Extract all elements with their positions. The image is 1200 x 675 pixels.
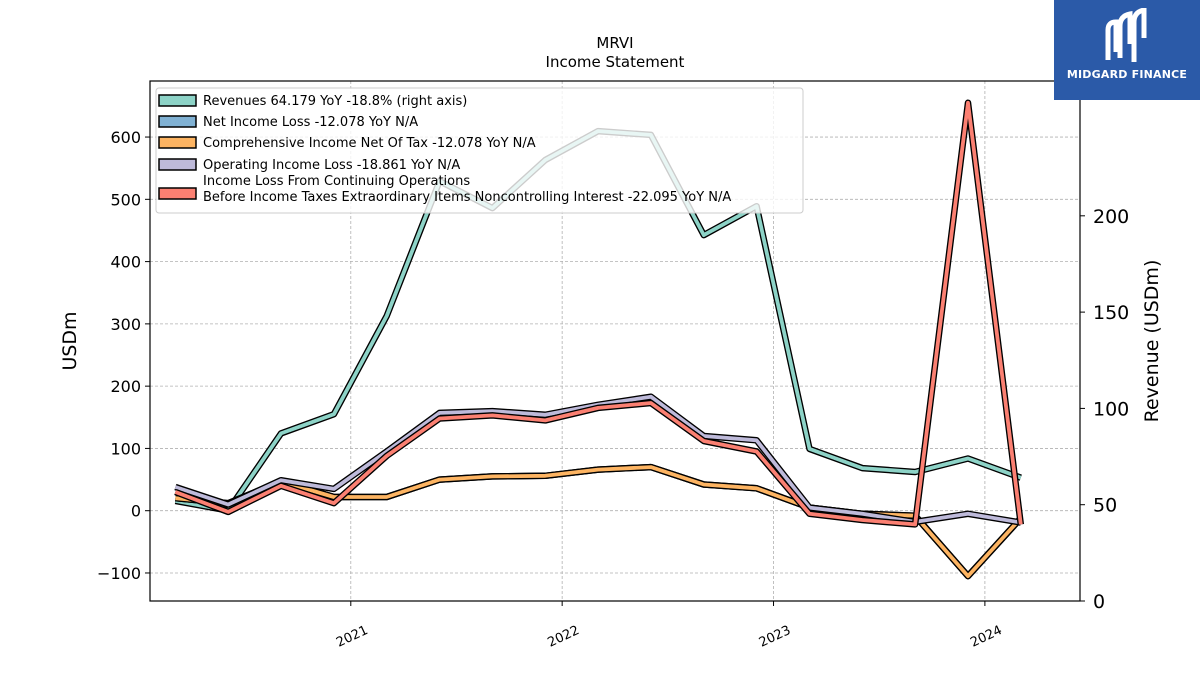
- brand-name: MIDGARD FINANCE: [1066, 68, 1188, 81]
- midgard-logo-icon: [1105, 8, 1147, 62]
- series-line: [174, 100, 1023, 527]
- chart-title: MRVI: [596, 34, 633, 52]
- legend-swatch: [158, 136, 197, 149]
- legend-label: Before Income Taxes Extraordinary Items …: [203, 190, 731, 205]
- legend-label: Net Income Loss -12.078 YoY N/A: [203, 115, 418, 130]
- y-axis-right-label: Revenue (USDm): [1141, 260, 1163, 423]
- brand-logo: MIDGARD FINANCE: [1054, 0, 1200, 100]
- chart-subtitle: Income Statement: [546, 53, 685, 71]
- series-outline: [174, 393, 1022, 526]
- x-tick-label: 2021: [334, 623, 370, 651]
- y-tick-label: 500: [110, 190, 141, 209]
- y-tick-label: 200: [110, 377, 141, 396]
- x-tick-label: 2023: [757, 623, 793, 651]
- plot-frame: [149, 80, 1081, 602]
- legend-swatch: [158, 187, 197, 200]
- legend: Revenues 64.179 YoY -18.8% (right axis) N…: [155, 87, 804, 214]
- y-tick-label: 400: [110, 253, 141, 272]
- legend-swatch: [158, 158, 197, 171]
- y-tick-label: 600: [110, 128, 141, 147]
- legend-label: Comprehensive Income Net Of Tax -12.078 …: [203, 136, 536, 151]
- legend-label: Income Loss From Continuing Operations: [203, 174, 470, 189]
- legend-label: Revenues 64.179 YoY -18.8% (right axis): [203, 94, 467, 109]
- y-right-tick-label: 0: [1093, 591, 1105, 613]
- y-right-tick-label: 150: [1093, 302, 1129, 324]
- y-tick-label: 300: [110, 315, 141, 334]
- y-right-tick-label: 200: [1093, 206, 1129, 228]
- y-right-tick-label: 100: [1093, 398, 1129, 420]
- y-tick-label: 0: [131, 502, 141, 521]
- y-right-tick-label: 50: [1093, 495, 1117, 517]
- legend-label: Operating Income Loss -18.861 YoY N/A: [203, 158, 460, 173]
- y-tick-label: −100: [97, 564, 141, 583]
- y-tick-label: 100: [110, 439, 141, 458]
- legend-box: [155, 87, 804, 214]
- series-line: [174, 394, 1022, 525]
- x-tick-label: 2022: [546, 623, 582, 651]
- legend-swatch: [158, 115, 197, 128]
- legend-swatch: [158, 94, 197, 107]
- x-tick-label: 2024: [968, 623, 1004, 651]
- y-axis-label: USDm: [59, 311, 81, 370]
